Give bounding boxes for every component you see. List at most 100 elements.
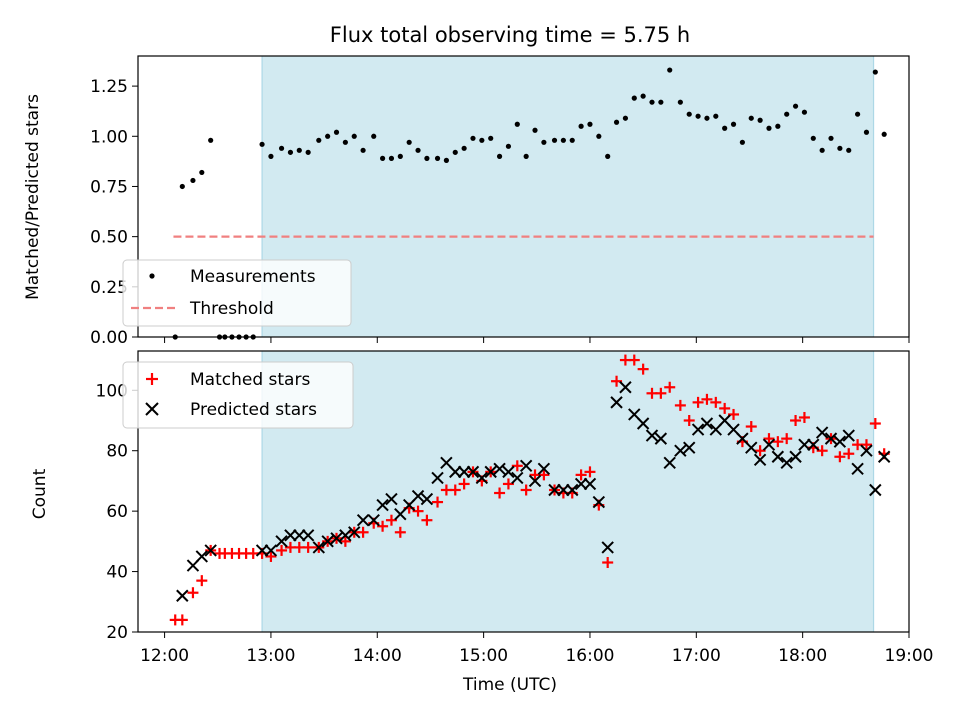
measurement-point bbox=[649, 99, 655, 105]
y-tick-label: 20 bbox=[106, 623, 128, 643]
matched-star-point bbox=[637, 363, 649, 375]
measurement-point bbox=[268, 153, 274, 159]
predicted-star-stroke bbox=[255, 544, 269, 557]
predicted-star-point bbox=[869, 483, 882, 497]
measurement-point bbox=[488, 135, 494, 141]
predicted-star-point bbox=[204, 544, 217, 557]
ratio-plot-frame bbox=[137, 55, 910, 338]
measurement-point bbox=[424, 155, 430, 161]
matched-star-point bbox=[763, 433, 775, 445]
measurement-point bbox=[784, 111, 790, 117]
matched-star-point bbox=[494, 487, 506, 499]
predicted-star-point bbox=[301, 529, 315, 542]
measurement-point bbox=[305, 149, 311, 155]
predicted-star-stroke bbox=[557, 483, 570, 497]
measurement-point bbox=[316, 137, 322, 143]
predicted-star-stroke bbox=[511, 471, 524, 485]
x-tick-label: 18:00 bbox=[778, 646, 827, 666]
matched-star-point bbox=[602, 557, 614, 569]
matched-star-point bbox=[772, 436, 784, 448]
matched-star-point bbox=[339, 535, 351, 547]
matched-star-point bbox=[584, 466, 596, 478]
measurement-point bbox=[622, 115, 629, 121]
y-tick-label: 1.25 bbox=[90, 77, 128, 97]
predicted-star-stroke bbox=[789, 450, 802, 463]
legend-measurements-marker bbox=[149, 273, 155, 279]
measurement-point bbox=[819, 147, 825, 153]
predicted-star-point bbox=[376, 498, 389, 512]
predicted-star-point bbox=[691, 423, 705, 436]
predicted-star-stroke bbox=[519, 459, 533, 473]
matched-star-point bbox=[412, 505, 424, 517]
measurement-point bbox=[208, 137, 214, 143]
predicted-star-point bbox=[824, 432, 838, 445]
matched-star-point bbox=[538, 469, 550, 481]
predicted-star-point bbox=[645, 429, 659, 442]
predicted-star-stroke bbox=[842, 429, 855, 442]
predicted-star-stroke bbox=[176, 589, 189, 602]
predicted-star-stroke bbox=[449, 465, 462, 479]
matched-star-point bbox=[781, 433, 793, 445]
measurement-point bbox=[704, 115, 710, 121]
predicted-star-stroke bbox=[528, 474, 542, 488]
predicted-star-point bbox=[348, 526, 361, 539]
legend-matched-label: Matched stars bbox=[190, 370, 310, 390]
predicted-star-point bbox=[537, 462, 551, 476]
matched-star-point bbox=[357, 526, 369, 538]
predicted-star-point bbox=[519, 459, 533, 473]
matched-star-point bbox=[719, 402, 731, 414]
measurement-point bbox=[775, 123, 781, 129]
count-legend: Matched stars Predicted stars bbox=[122, 361, 354, 429]
ratio-legend: Measurements Threshold bbox=[122, 259, 352, 327]
matched-star-point bbox=[834, 451, 846, 463]
predicted-star-stroke bbox=[592, 495, 606, 509]
predicted-star-stroke bbox=[493, 462, 506, 476]
measurement-point bbox=[658, 99, 664, 105]
ratio-legend-box bbox=[122, 259, 352, 327]
measurement-point bbox=[748, 115, 754, 121]
matched-star-point bbox=[745, 421, 757, 433]
predicted-star-stroke bbox=[807, 438, 820, 451]
matched-star-point bbox=[176, 614, 188, 626]
predicted-star-stroke bbox=[636, 417, 650, 430]
count-observing-span-layer bbox=[261, 351, 875, 632]
measurement-point bbox=[541, 139, 547, 145]
x-tick-label: 15:00 bbox=[459, 646, 508, 666]
measurement-point bbox=[505, 143, 512, 149]
predicted-star-point bbox=[789, 450, 802, 463]
count-plot-frame bbox=[137, 350, 910, 633]
predicted-star-stroke bbox=[753, 453, 767, 466]
measurement-point bbox=[837, 145, 843, 151]
predicted-star-stroke bbox=[356, 513, 370, 527]
measurement-point bbox=[443, 157, 449, 163]
predicted-star-stroke bbox=[548, 483, 561, 497]
predicted-star-point bbox=[457, 465, 471, 479]
measurement-point bbox=[722, 125, 728, 131]
matched-star-point bbox=[728, 408, 740, 420]
predicted-star-point bbox=[592, 495, 606, 509]
predicted-star-point bbox=[339, 529, 352, 542]
matched-star-point bbox=[432, 496, 444, 508]
predicted-star-point bbox=[431, 471, 444, 485]
predicted-star-stroke bbox=[275, 535, 288, 548]
matched-star-point bbox=[798, 411, 810, 423]
predicted-star-point bbox=[815, 426, 829, 439]
predicted-star-stroke bbox=[431, 471, 444, 485]
measurement-point bbox=[179, 183, 185, 190]
predicted-star-stroke bbox=[683, 441, 696, 454]
matched-star-point bbox=[265, 550, 277, 562]
predicted-star-stroke bbox=[869, 483, 882, 497]
predicted-star-point bbox=[475, 471, 489, 485]
predicted-star-point bbox=[583, 477, 597, 491]
measurement-point bbox=[532, 127, 538, 133]
x-tick-label: 16:00 bbox=[565, 646, 614, 666]
predicted-star-point bbox=[557, 483, 570, 497]
observing-span bbox=[262, 56, 874, 337]
predicted-star-stroke bbox=[330, 532, 343, 545]
y-tick-label: 0.00 bbox=[90, 328, 128, 348]
predicted-star-stroke bbox=[691, 423, 705, 436]
matched-star-point bbox=[520, 484, 532, 496]
predicted-star-point bbox=[566, 483, 579, 497]
measurement-point bbox=[713, 113, 719, 119]
predicted-star-point bbox=[511, 471, 524, 485]
